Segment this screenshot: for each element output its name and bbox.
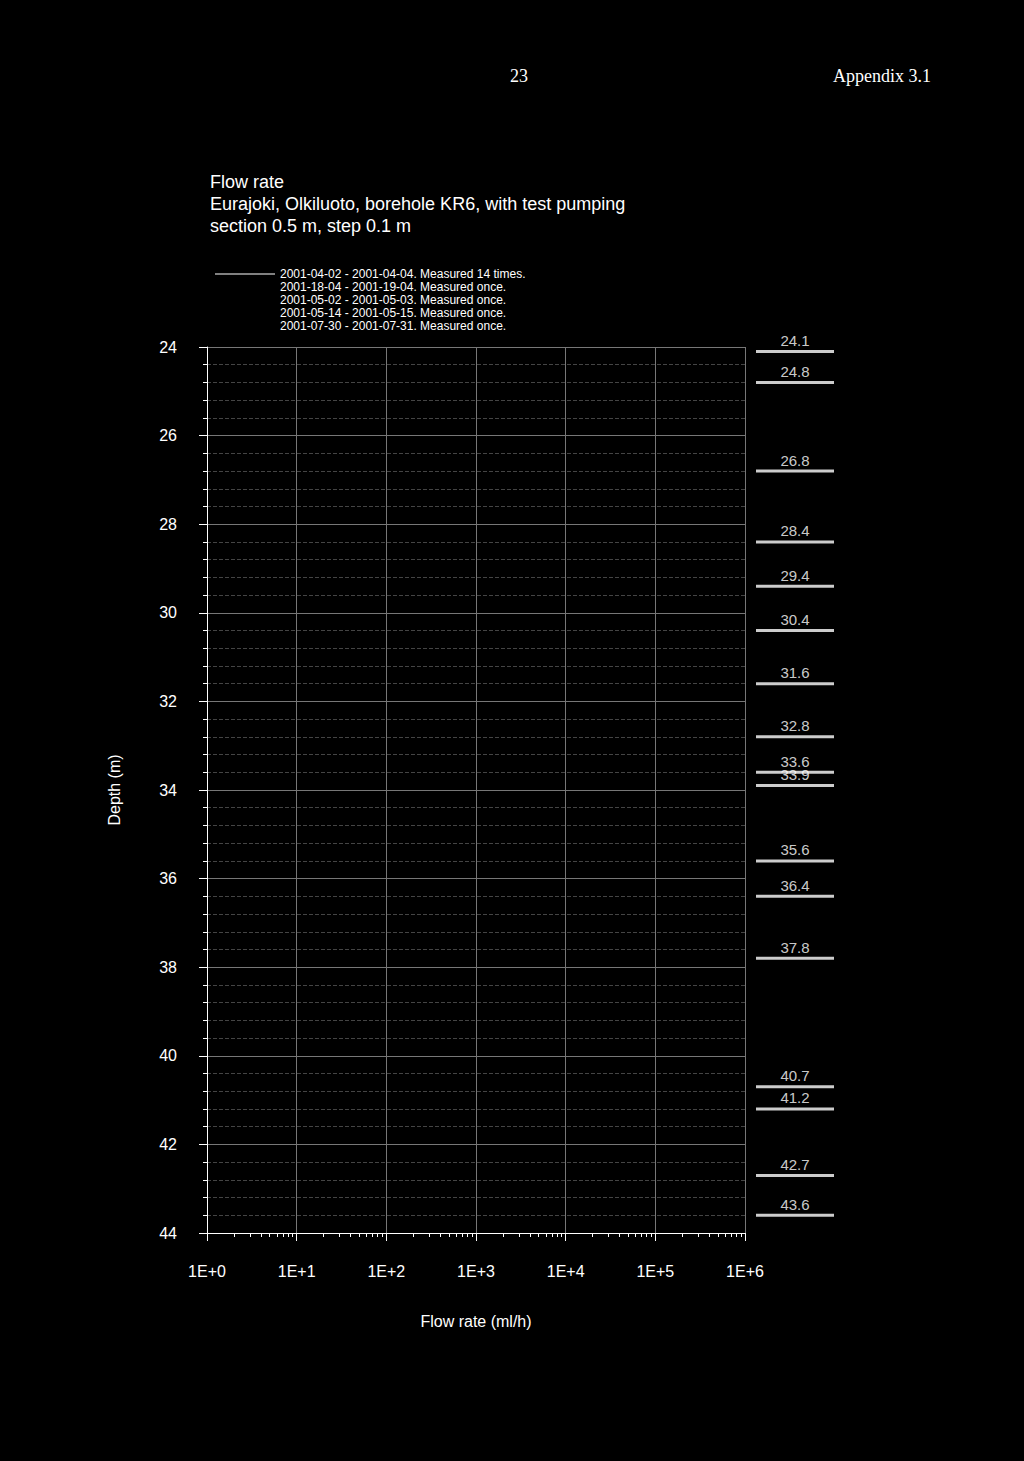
svg-text:32: 32	[159, 693, 177, 710]
svg-text:33.6: 33.6	[780, 752, 810, 770]
svg-text:28: 28	[159, 516, 177, 533]
svg-text:36: 36	[159, 870, 177, 887]
svg-text:Flow rate: Flow rate	[210, 172, 284, 192]
svg-text:31.6: 31.6	[780, 664, 809, 681]
svg-text:2001-07-30 - 2001-07-31. Measu: 2001-07-30 - 2001-07-31. Measured once.	[280, 319, 506, 333]
svg-text:30: 30	[159, 604, 177, 621]
svg-text:33.9: 33.9	[780, 766, 809, 783]
svg-text:1E+3: 1E+3	[457, 1263, 495, 1280]
svg-text:26.8: 26.8	[780, 452, 809, 469]
svg-text:23: 23	[510, 66, 528, 86]
svg-text:2001-05-02 - 2001-05-03. Measu: 2001-05-02 - 2001-05-03. Measured once.	[280, 293, 506, 307]
svg-text:2001-04-02 - 2001-04-04. Measu: 2001-04-02 - 2001-04-04. Measured 14 tim…	[280, 267, 525, 281]
svg-text:37.8: 37.8	[780, 939, 809, 956]
svg-text:24.1: 24.1	[780, 332, 809, 349]
svg-text:32.8: 32.8	[780, 717, 809, 734]
svg-text:38: 38	[159, 959, 177, 976]
svg-text:36.4: 36.4	[780, 877, 809, 894]
svg-text:40.7: 40.7	[780, 1067, 809, 1084]
svg-text:40: 40	[159, 1047, 177, 1064]
svg-text:Appendix 3.1: Appendix 3.1	[833, 66, 931, 86]
svg-text:2001-18-04 - 2001-19-04. Measu: 2001-18-04 - 2001-19-04. Measured once.	[280, 280, 506, 294]
svg-text:26: 26	[159, 427, 177, 444]
svg-text:44: 44	[159, 1225, 177, 1242]
svg-text:Depth (m): Depth (m)	[106, 754, 123, 825]
svg-text:42: 42	[159, 1136, 177, 1153]
svg-text:section 0.5 m, step 0.1 m: section 0.5 m, step 0.1 m	[210, 216, 411, 236]
svg-text:1E+2: 1E+2	[367, 1263, 405, 1280]
svg-text:43.6: 43.6	[780, 1196, 809, 1213]
svg-text:Eurajoki, Olkiluoto, borehole: Eurajoki, Olkiluoto, borehole KR6, with …	[210, 194, 625, 214]
svg-text:2001-05-14 - 2001-05-15. Measu: 2001-05-14 - 2001-05-15. Measured once.	[280, 306, 506, 320]
svg-text:41.2: 41.2	[780, 1089, 809, 1106]
svg-text:1E+0: 1E+0	[188, 1263, 226, 1280]
svg-text:1E+1: 1E+1	[278, 1263, 316, 1280]
svg-text:1E+5: 1E+5	[636, 1263, 674, 1280]
svg-text:28.4: 28.4	[780, 522, 809, 539]
svg-text:24: 24	[159, 339, 177, 356]
svg-text:24.8: 24.8	[780, 363, 809, 380]
svg-text:29.4: 29.4	[780, 567, 809, 584]
svg-text:34: 34	[159, 782, 177, 799]
svg-text:42.7: 42.7	[780, 1156, 809, 1173]
svg-text:1E+6: 1E+6	[726, 1263, 764, 1280]
svg-text:30.4: 30.4	[780, 611, 809, 628]
svg-text:35.6: 35.6	[780, 841, 809, 858]
svg-text:Flow rate (ml/h): Flow rate (ml/h)	[420, 1313, 531, 1330]
svg-text:1E+4: 1E+4	[547, 1263, 585, 1280]
